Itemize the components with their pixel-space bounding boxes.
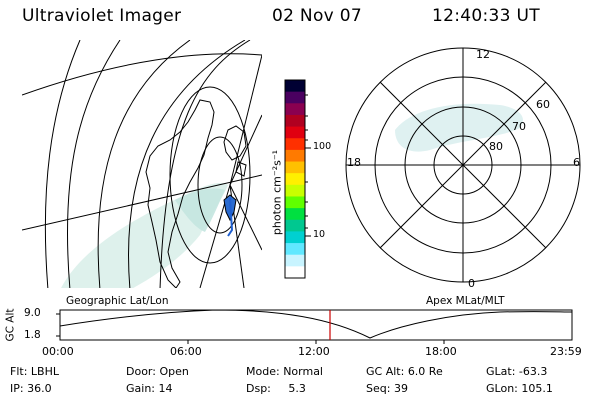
info-mode: Mode: Normal (246, 365, 323, 378)
info-gain: Gain: 14 (126, 382, 173, 395)
lat-arc-4 (66, 40, 121, 288)
coastline-island-1 (223, 125, 247, 161)
colorbar-segment (285, 243, 305, 256)
altitude-ylabel: GC Alt (4, 308, 17, 342)
lat-arc-5 (44, 40, 81, 288)
altitude-xtick-2: 12:00 (298, 345, 330, 358)
colorbar-segment (285, 80, 305, 93)
colorbar-segment (285, 219, 305, 232)
polar-diagonal-2 (379, 81, 547, 249)
info-ip: IP: 36.0 (10, 382, 52, 395)
polar-label-12: 12 (476, 48, 490, 61)
altitude-xtick-3: 18:00 (425, 345, 457, 358)
altitude-ytick-high: 9.0 (24, 307, 41, 319)
colorbar-segment (285, 161, 305, 174)
coastline-main (145, 99, 215, 288)
colorbar-segment (285, 231, 305, 244)
instrument-title: Ultraviolet Imager (22, 6, 182, 26)
polar-plot (345, 47, 581, 283)
info-seq: Seq: 39 (366, 382, 408, 395)
info-gc-alt: GC Alt: 6.0 Re (366, 365, 443, 378)
colorbar-segment (285, 196, 305, 209)
colorbar-segment (285, 266, 305, 279)
altitude-curve (59, 309, 573, 339)
altitude-plot (56, 309, 573, 344)
colorbar (284, 79, 311, 279)
colorbar-segment (285, 91, 305, 104)
observation-time: 12:40:33 UT (432, 6, 540, 26)
meridian-3 (229, 114, 262, 186)
lat-ellipse-inner (197, 136, 243, 234)
colorbar-segment (285, 184, 305, 197)
colorbar-segment (285, 173, 305, 186)
colorbar-segment (285, 103, 305, 116)
polar-label-18: 18 (347, 156, 361, 169)
meridian-1 (22, 174, 262, 231)
coastline-island-2 (235, 161, 247, 177)
aurora-haze-core (175, 188, 225, 232)
lat-ellipse-outer (169, 86, 251, 264)
colorbar-segment (285, 149, 305, 163)
lat-arc-2 (159, 40, 251, 288)
panel-label-geographic: Geographic Lat/Lon (66, 295, 169, 307)
colorbar-segment (285, 208, 305, 221)
colorbar-segment (285, 254, 305, 267)
info-filter: Flt: LBHL (10, 365, 59, 378)
polar-label-0: 0 (468, 277, 475, 290)
colorbar-segment (285, 126, 305, 139)
colorbar-label: photon cm⁻²s⁻¹ (270, 149, 284, 236)
altitude-ytick-low: 1.8 (24, 329, 41, 341)
polar-label-6: 6 (573, 156, 580, 169)
altitude-xtick-4: 23:59 (550, 345, 582, 358)
colorbar-tick-10: 10 (313, 229, 326, 240)
polar-aurora (395, 103, 524, 152)
polar-lat-60: 60 (536, 98, 550, 111)
colorbar-segment (285, 114, 305, 128)
lat-arc-1 (128, 40, 246, 288)
lat-arc-3 (97, 40, 191, 288)
lat-arc-6 (22, 53, 262, 96)
polar-lat-70: 70 (512, 120, 526, 133)
meridian-6 (229, 184, 262, 251)
info-glon: GLon: 105.1 (486, 382, 553, 395)
polar-lat-80: 80 (489, 140, 503, 153)
panel-label-apex: Apex MLat/MLT (426, 295, 505, 307)
info-glat: GLat: -63.3 (486, 365, 548, 378)
colorbar-tick-100: 100 (313, 141, 332, 152)
observation-date: 02 Nov 07 (272, 6, 362, 26)
geographic-map (22, 40, 262, 288)
bright-emission (227, 197, 234, 237)
info-door: Door: Open (126, 365, 189, 378)
colorbar-segment (285, 138, 305, 151)
meridian-2 (229, 54, 262, 186)
info-dsp: Dsp: 5.3 (246, 382, 306, 395)
altitude-xtick-0: 00:00 (42, 345, 74, 358)
altitude-xtick-1: 06:00 (170, 345, 202, 358)
